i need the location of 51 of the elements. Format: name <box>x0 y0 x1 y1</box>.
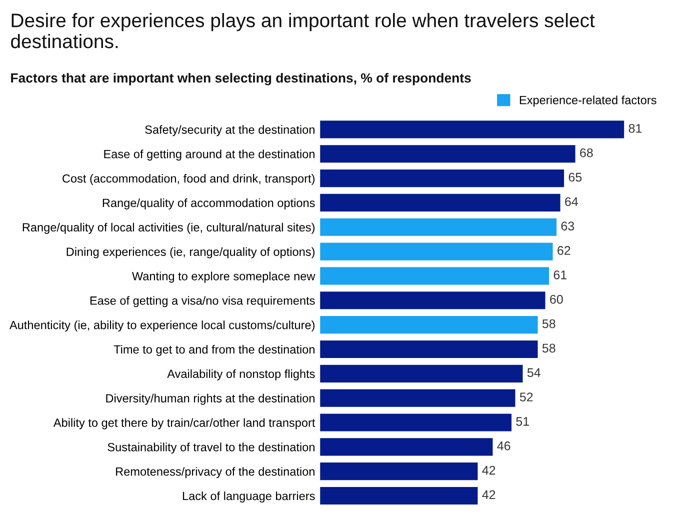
y-tick-label: Sustainability of travel to the destination <box>108 442 314 454</box>
bar <box>320 340 538 358</box>
data-label: 65 <box>568 172 582 182</box>
bar <box>320 389 516 407</box>
y-tick-label: Range/quality of accommodation options <box>102 198 315 210</box>
y-tick-label: Safety/security at the destination <box>145 125 314 136</box>
data-label: 64 <box>565 197 578 206</box>
data-label: 68 <box>580 148 593 158</box>
bar <box>320 414 512 432</box>
bar <box>320 486 478 505</box>
bar <box>320 364 523 382</box>
data-label: 42 <box>482 490 496 499</box>
chart-title: Desire for experiences plays an important role when travelers select destinations. <box>11 13 595 48</box>
data-label: 51 <box>516 417 529 426</box>
y-tick-label: Remoteness/privacy of the destination <box>116 467 314 478</box>
data-label: 46 <box>497 441 510 450</box>
data-label: 62 <box>558 246 570 255</box>
y-tick-label: Cost (accommodation, food and drink, transport) <box>62 174 314 186</box>
data-label: 52 <box>520 392 533 402</box>
data-label: 42 <box>482 466 496 475</box>
y-tick-label: Dining experiences (ie, range/quality of options) <box>66 247 314 258</box>
data-label: 81 <box>628 124 642 133</box>
data-label: 58 <box>542 319 556 328</box>
bar <box>320 169 564 188</box>
y-tick-label: Ability to get there by train/car/other land transport <box>53 418 316 430</box>
bar <box>320 145 576 163</box>
bar <box>320 438 493 456</box>
y-tick-label: Range/quality of local activities (ie, cultural/natural sites) <box>22 222 314 234</box>
y-tick-label: Time to get to and from the destination <box>114 344 314 356</box>
y-tick-label: Authenticity (ie, ability to experience local customs/culture) <box>9 320 314 332</box>
bar <box>320 120 624 138</box>
y-tick-label: Wanting to explore someplace new <box>132 272 316 283</box>
y-tick-label: Availability of nonstop flights <box>167 369 315 380</box>
bar <box>320 267 550 285</box>
data-label: 60 <box>550 294 563 304</box>
bar <box>320 316 538 334</box>
chart-subtitle: Factors that are important when selecting destinations, % of respondents <box>11 72 471 86</box>
data-label: 61 <box>554 270 566 280</box>
data-label: 58 <box>542 344 556 353</box>
y-tick-label: Lack of language barriers <box>182 491 315 502</box>
bar <box>320 242 553 260</box>
bar <box>320 292 546 310</box>
legend-label: Experience-related factors <box>520 96 656 107</box>
data-label: 54 <box>527 368 540 378</box>
y-tick-label: Ease of getting a visa/no visa requirements <box>90 296 315 308</box>
data-label: 63 <box>561 222 574 230</box>
y-tick-label: Ease of getting around at the destination <box>104 150 314 161</box>
bar <box>320 462 478 480</box>
bar <box>320 194 560 212</box>
y-tick-label: Diversity/human rights at the destination <box>106 394 314 405</box>
bar <box>320 218 557 236</box>
